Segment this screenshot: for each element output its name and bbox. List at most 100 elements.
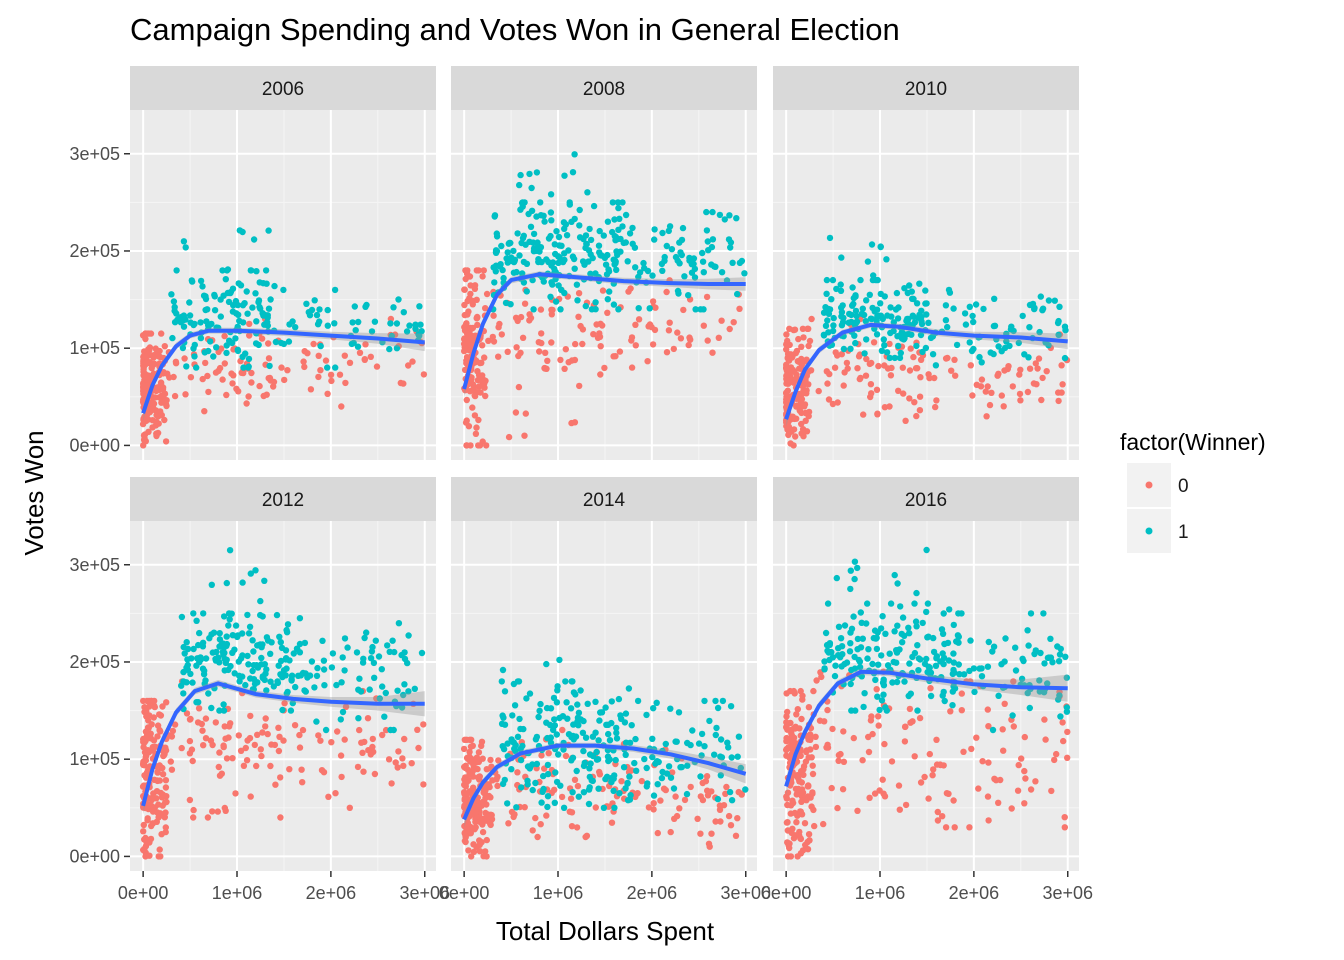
data-point (725, 812, 733, 820)
data-point (1000, 747, 1007, 754)
data-point (1010, 678, 1017, 685)
data-point (278, 364, 285, 371)
y-tick-label: 0e+00 (69, 846, 120, 866)
data-point (627, 792, 634, 799)
data-point (998, 348, 1005, 355)
facet-strip-label: 2006 (262, 79, 304, 100)
data-point (475, 383, 483, 390)
data-point (143, 353, 151, 360)
data-point (972, 301, 980, 308)
data-point (822, 322, 830, 329)
data-point (189, 757, 196, 765)
data-point (168, 766, 176, 773)
data-point (494, 782, 501, 790)
data-point (824, 706, 831, 714)
data-point (190, 806, 197, 814)
data-point (208, 581, 215, 588)
data-point (659, 229, 666, 237)
data-point (186, 737, 194, 745)
data-point (691, 265, 699, 273)
data-point (968, 745, 975, 753)
data-point (837, 750, 844, 758)
data-point (316, 318, 323, 325)
data-point (487, 794, 494, 801)
data-point (820, 309, 828, 316)
data-point (526, 690, 534, 697)
data-point (684, 739, 691, 747)
data-point (697, 830, 704, 837)
data-point (166, 374, 173, 381)
data-point (902, 801, 910, 809)
data-point (284, 688, 291, 696)
data-point (372, 637, 379, 644)
data-point (152, 418, 160, 425)
data-point (499, 666, 507, 674)
data-point (572, 340, 579, 348)
data-point (484, 813, 491, 820)
data-point (659, 267, 666, 274)
data-point (797, 399, 805, 406)
data-point (212, 655, 219, 663)
data-point (850, 300, 857, 308)
data-point (472, 809, 479, 816)
data-point (146, 852, 153, 859)
data-point (202, 735, 210, 742)
data-point (265, 355, 273, 362)
data-point (906, 282, 913, 289)
data-point (865, 748, 873, 756)
data-point (931, 374, 938, 382)
data-point (220, 613, 228, 620)
data-point (244, 310, 251, 317)
data-point (901, 632, 908, 639)
data-point (951, 685, 959, 692)
data-point (950, 621, 957, 629)
data-point (354, 343, 362, 350)
data-point (628, 334, 636, 341)
data-point (663, 349, 671, 356)
data-point (603, 773, 611, 780)
data-point (140, 436, 148, 444)
data-point (900, 390, 907, 397)
data-point (277, 657, 285, 665)
data-point (387, 320, 394, 327)
data-point (708, 243, 716, 251)
data-point (229, 380, 236, 387)
data-point (257, 611, 264, 619)
data-point (812, 733, 819, 740)
data-point (612, 756, 619, 764)
data-point (191, 341, 198, 349)
data-point (802, 417, 809, 424)
data-point (1063, 704, 1071, 711)
data-point (958, 690, 965, 697)
data-point (892, 306, 900, 313)
data-point (308, 306, 316, 314)
data-point (504, 348, 511, 355)
data-point (628, 364, 636, 371)
data-point (143, 713, 150, 720)
data-point (576, 382, 583, 390)
data-point (256, 382, 263, 390)
data-point (351, 303, 358, 310)
data-point (496, 263, 504, 270)
data-point (313, 672, 321, 680)
data-point (186, 312, 194, 319)
data-point (875, 661, 882, 668)
data-point (663, 770, 671, 777)
data-point (561, 365, 568, 372)
data-point (251, 741, 258, 749)
data-point (296, 615, 304, 622)
data-point (805, 381, 812, 388)
data-point (913, 412, 920, 420)
data-point (243, 400, 250, 407)
data-point (701, 697, 708, 705)
data-point (501, 721, 509, 728)
data-point (334, 728, 341, 735)
data-point (154, 733, 161, 740)
data-point (599, 287, 607, 294)
data-point (256, 303, 263, 311)
data-point (826, 306, 834, 313)
data-point (234, 633, 241, 641)
data-point (149, 746, 156, 754)
data-point (467, 758, 474, 765)
data-point (783, 331, 790, 338)
